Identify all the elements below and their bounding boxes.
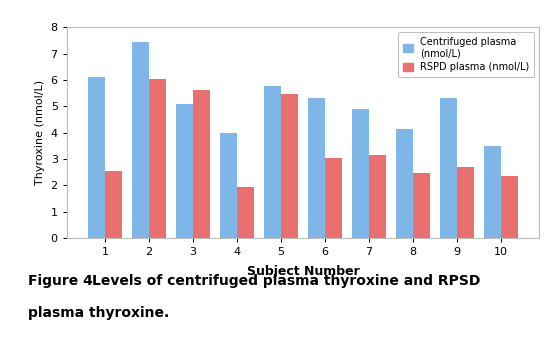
X-axis label: Subject Number: Subject Number	[247, 265, 359, 278]
Bar	[413, 173, 430, 238]
Bar	[132, 42, 149, 238]
Bar	[105, 171, 122, 238]
Bar	[309, 98, 325, 238]
Bar	[353, 109, 369, 238]
Bar	[396, 129, 413, 238]
Bar	[369, 155, 386, 238]
Y-axis label: Thyroxine (nmol/L): Thyroxine (nmol/L)	[35, 80, 45, 185]
Bar	[88, 77, 105, 238]
Text: plasma thyroxine.: plasma thyroxine.	[28, 306, 169, 320]
Bar	[220, 133, 237, 238]
Bar	[264, 86, 281, 238]
Bar	[149, 79, 166, 238]
Bar	[484, 146, 501, 238]
Bar	[193, 90, 210, 238]
Legend: Centrifuged plasma
(nmol/L), RSPD plasma (nmol/L): Centrifuged plasma (nmol/L), RSPD plasma…	[398, 32, 534, 77]
Bar	[440, 98, 457, 238]
Bar	[325, 158, 342, 238]
Bar	[501, 176, 518, 238]
Bar	[457, 167, 474, 238]
Text: Figure 4: Figure 4	[28, 274, 97, 288]
Text: Levels of centrifuged plasma thyroxine and RPSD: Levels of centrifuged plasma thyroxine a…	[92, 274, 480, 288]
Bar	[281, 95, 297, 238]
Bar	[176, 104, 193, 238]
Bar	[237, 187, 254, 238]
